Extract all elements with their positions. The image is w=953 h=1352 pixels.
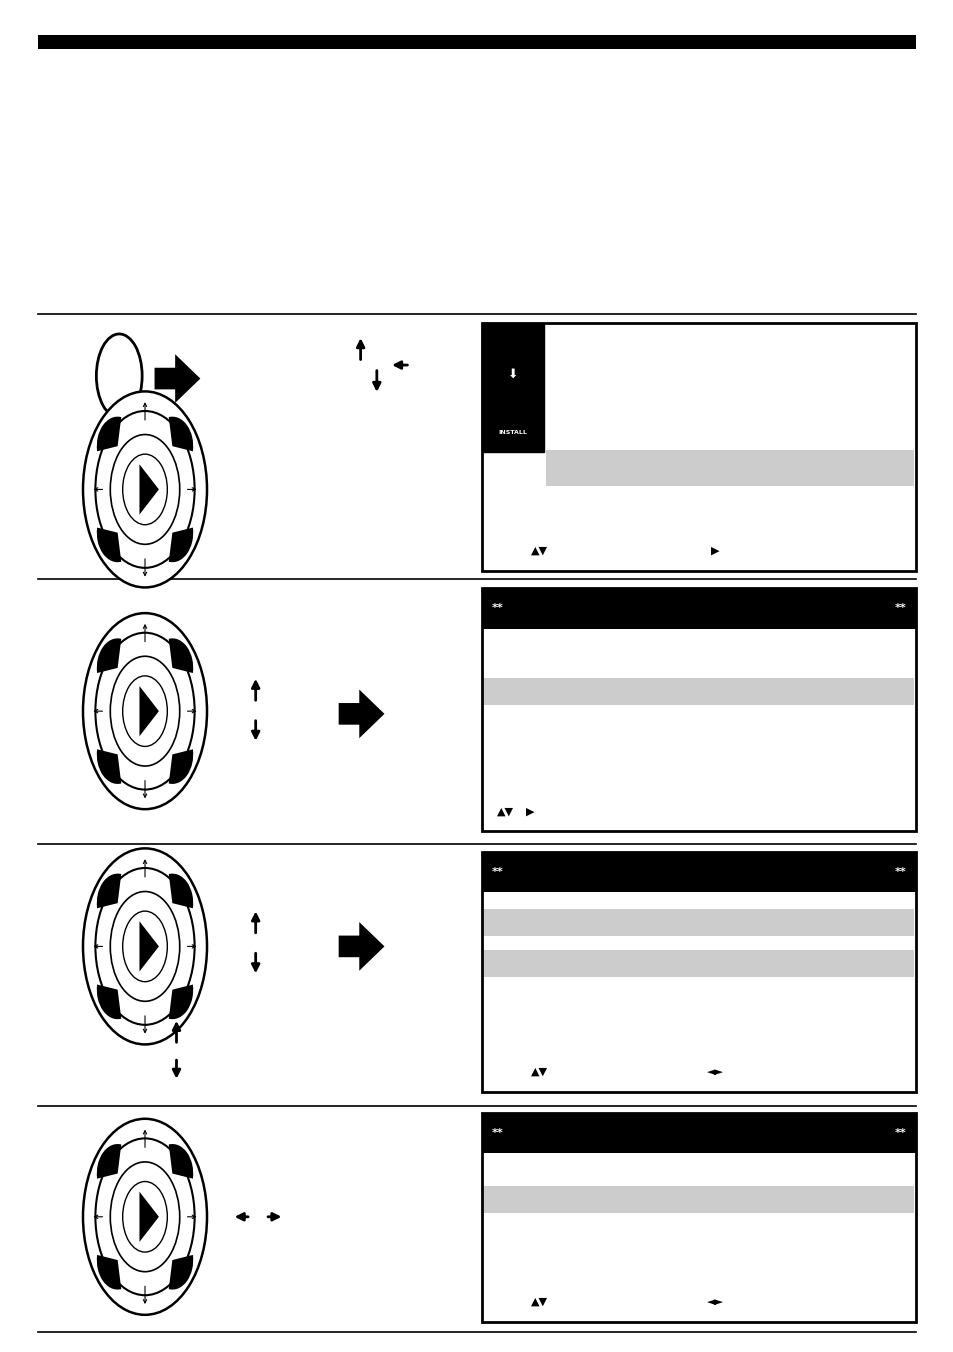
- Text: **: **: [491, 603, 502, 614]
- Text: **: **: [491, 1128, 502, 1138]
- Wedge shape: [169, 873, 193, 909]
- Circle shape: [142, 707, 148, 715]
- Ellipse shape: [123, 454, 167, 525]
- Text: ▲▼: ▲▼: [531, 1067, 548, 1078]
- Polygon shape: [139, 921, 159, 972]
- Ellipse shape: [83, 1119, 207, 1314]
- Ellipse shape: [95, 411, 194, 568]
- Bar: [481, 852, 915, 1092]
- Text: **: **: [894, 603, 905, 614]
- Ellipse shape: [111, 1161, 179, 1272]
- Ellipse shape: [95, 868, 194, 1025]
- Polygon shape: [139, 464, 159, 515]
- Text: ▶: ▶: [711, 545, 719, 556]
- Text: INSTALL: INSTALL: [497, 430, 527, 435]
- Text: **: **: [894, 1128, 905, 1138]
- Ellipse shape: [123, 1182, 167, 1252]
- Ellipse shape: [111, 656, 179, 767]
- Ellipse shape: [111, 434, 179, 545]
- Bar: [483, 677, 913, 704]
- Wedge shape: [169, 638, 193, 673]
- Bar: [483, 909, 913, 936]
- Ellipse shape: [83, 392, 207, 587]
- Polygon shape: [139, 685, 159, 737]
- Bar: [38, 35, 915, 49]
- Wedge shape: [169, 416, 193, 452]
- Wedge shape: [96, 873, 121, 909]
- Wedge shape: [169, 749, 193, 784]
- Text: ◄►: ◄►: [706, 1297, 723, 1307]
- Wedge shape: [96, 416, 121, 452]
- Bar: [481, 1113, 915, 1153]
- Ellipse shape: [111, 891, 179, 1002]
- Wedge shape: [96, 527, 121, 562]
- Text: ▶: ▶: [526, 806, 534, 817]
- Polygon shape: [139, 1191, 159, 1242]
- Text: **: **: [894, 867, 905, 877]
- Bar: [481, 588, 915, 629]
- Text: ▲▼: ▲▼: [497, 806, 514, 817]
- Text: ⬇: ⬇: [507, 368, 517, 381]
- Wedge shape: [96, 1255, 121, 1290]
- Bar: [483, 950, 913, 977]
- Ellipse shape: [83, 614, 207, 808]
- Wedge shape: [169, 984, 193, 1019]
- Ellipse shape: [123, 911, 167, 982]
- Ellipse shape: [95, 1138, 194, 1295]
- Polygon shape: [338, 690, 384, 738]
- Wedge shape: [96, 1144, 121, 1179]
- Bar: [483, 1186, 913, 1213]
- Bar: [481, 588, 915, 831]
- Bar: [481, 323, 915, 571]
- Bar: [481, 323, 543, 452]
- Wedge shape: [169, 1255, 193, 1290]
- Ellipse shape: [83, 849, 207, 1045]
- Polygon shape: [338, 922, 384, 971]
- Circle shape: [142, 1213, 148, 1221]
- Text: **: **: [491, 867, 502, 877]
- Bar: [481, 1113, 915, 1322]
- Wedge shape: [96, 638, 121, 673]
- Polygon shape: [154, 354, 200, 403]
- Bar: [545, 450, 913, 485]
- Circle shape: [142, 942, 148, 950]
- Text: ◄►: ◄►: [706, 1067, 723, 1078]
- Circle shape: [142, 485, 148, 493]
- Wedge shape: [169, 527, 193, 562]
- Bar: [481, 852, 915, 892]
- Ellipse shape: [96, 334, 142, 418]
- Ellipse shape: [95, 633, 194, 790]
- Ellipse shape: [123, 676, 167, 746]
- Wedge shape: [96, 749, 121, 784]
- Text: ▲▼: ▲▼: [531, 1297, 548, 1307]
- Wedge shape: [169, 1144, 193, 1179]
- Wedge shape: [96, 984, 121, 1019]
- Text: ▲▼: ▲▼: [531, 545, 548, 556]
